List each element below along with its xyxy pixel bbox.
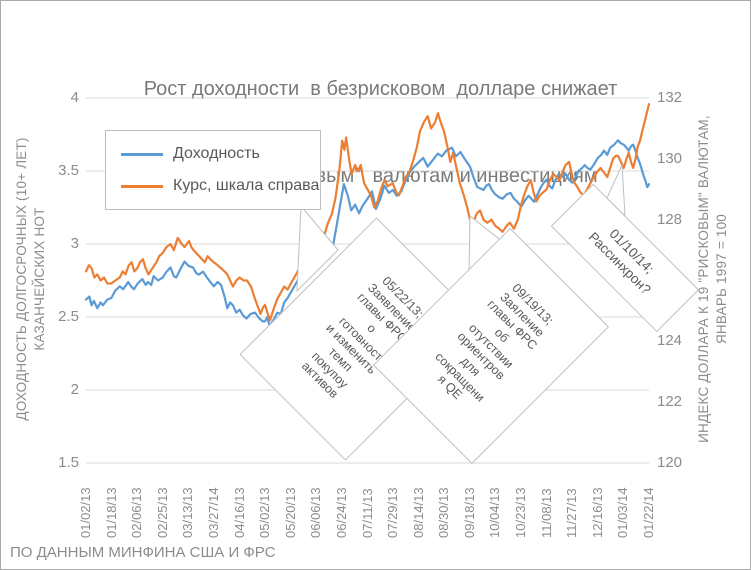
right-axis-tick-label: 132 [657, 89, 683, 106]
left-axis-tick-label: 3.5 [58, 162, 79, 179]
x-axis-tick-label: 06/06/13 [308, 487, 324, 538]
x-axis-tick-label: 04/16/13 [231, 487, 247, 538]
source-note: ПО ДАННЫМ МИНФИНА США И ФРС [10, 544, 276, 561]
x-axis-tick-label: 02/25/13 [154, 487, 170, 538]
x-axis-tick-label: 07/11/13 [359, 488, 375, 538]
right-axis-title-line1: ИНДЕКС ДОЛЛАРА К 19 "РИСКОВЫМ" ВАЛЮТАМ, [696, 115, 711, 443]
x-axis-tick-label: 11/08/13 [538, 488, 554, 538]
left-axis-title: ДОХОДНОСТЬ ДОЛГОСРОЧНЫХ (10+ ЛЕТ) КАЗАНЧ… [13, 79, 53, 479]
series-line-index [84, 102, 651, 322]
legend-swatch-yield [121, 152, 163, 156]
left-axis-title-line1: ДОХОДНОСТЬ ДОЛГОСРОЧНЫХ (10+ ЛЕТ) [14, 137, 29, 421]
left-axis-title-line2: КАЗАНЧЕЙСКИХ НОТ [32, 207, 48, 351]
x-axis-tick-label: 09/18/13 [461, 487, 477, 538]
right-axis-tick-label: 130 [657, 149, 683, 167]
x-axis-tick-label: 06/24/13 [333, 487, 349, 538]
chart-title-line1: Рост доходности в безрисковом долларе сн… [143, 78, 618, 100]
right-axis-tick-label: 124 [657, 332, 683, 350]
chart-legend: Доходность Курс, шкала справа [105, 130, 321, 210]
series-line-yield [84, 139, 651, 327]
x-axis-tick-label: 02/06/13 [129, 487, 145, 538]
callout-tail-1 [296, 204, 339, 293]
x-axis-tick-label: 08/30/13 [436, 487, 452, 538]
left-axis-tick-label: 2 [70, 381, 79, 398]
x-axis-tick-label: 01/18/13 [103, 487, 119, 538]
x-axis-tick-label: 01/22/14 [641, 487, 656, 538]
legend-item-yield: Доходность [106, 145, 320, 163]
right-axis-tick-label: 120 [657, 454, 683, 471]
right-axis-title: ИНДЕКС ДОЛЛАРА К 19 "РИСКОВЫМ" ВАЛЮТАМ, … [695, 59, 735, 499]
legend-label-yield: Доходность [173, 145, 260, 162]
x-axis-tick-label: 01/02/13 [78, 487, 93, 538]
left-axis-tick-label: 2.5 [58, 308, 79, 325]
right-axis-title-line2: ЯНВАРЬ 1997 = 100 [714, 214, 730, 345]
x-axis-tick-label: 12/16/13 [589, 487, 605, 538]
x-axis-tick-label: 01/03/14 [615, 487, 631, 538]
legend-swatch-index [121, 184, 163, 188]
legend-label-index: Курс, шкала справа [173, 177, 320, 194]
right-axis-tick-label: 128 [657, 210, 683, 228]
x-axis-tick-label: 11/27/13 [564, 488, 580, 538]
x-axis-tick-label: 10/04/13 [487, 487, 503, 538]
right-axis-tick-label: 122 [657, 393, 683, 411]
left-axis-tick-label: 4 [70, 89, 79, 106]
legend-item-index: Курс, шкала справа [106, 177, 320, 195]
x-axis-tick-label: 03/27/14 [205, 487, 221, 538]
x-axis-tick-label: 08/14/13 [410, 487, 426, 538]
x-axis-tick-label: 05/20/13 [282, 487, 298, 538]
x-axis-tick-label: 10/23/13 [513, 487, 529, 538]
left-axis-tick-label: 3 [70, 235, 79, 252]
x-axis-tick-label: 07/29/13 [385, 487, 401, 538]
x-axis-tick-label: 03/13/13 [180, 487, 196, 538]
left-axis-tick-label: 1.5 [58, 454, 79, 471]
x-axis-tick-label: 05/02/13 [257, 487, 273, 538]
